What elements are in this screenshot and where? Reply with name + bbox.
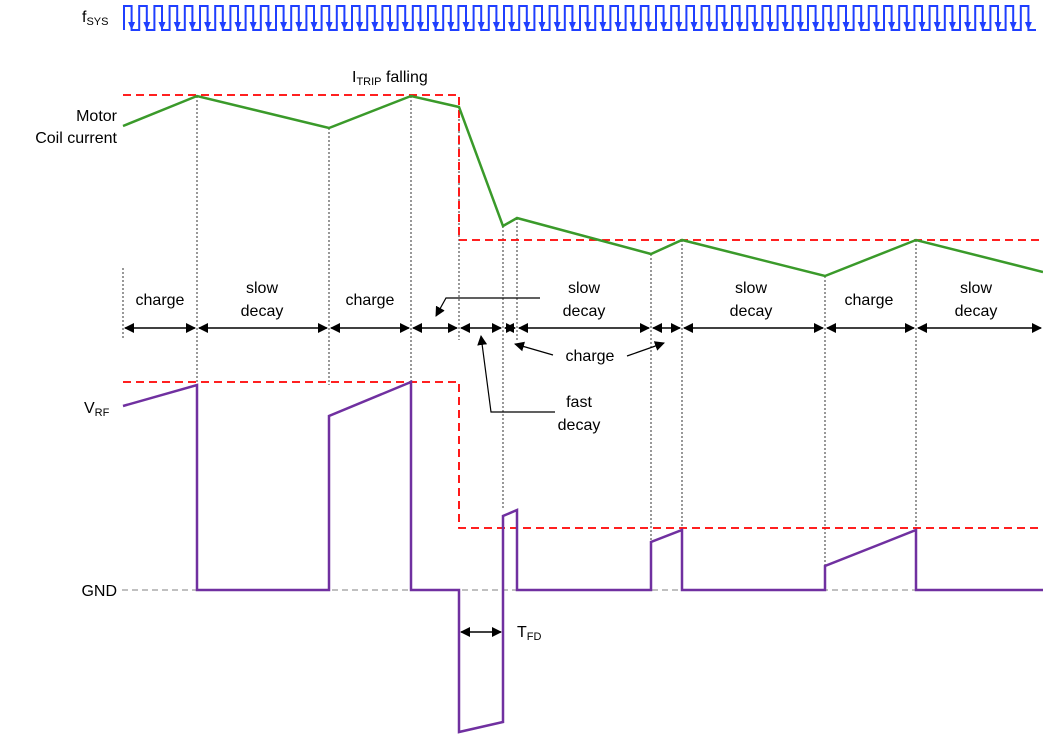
- clock-edge-arrow: [705, 22, 713, 30]
- clock-edge-arrow: [462, 22, 470, 30]
- clock-edge-arrows: [128, 22, 1032, 30]
- clock-edge-arrow: [857, 22, 865, 30]
- clock-edge-arrow: [796, 22, 804, 30]
- gnd-label: GND: [81, 583, 117, 600]
- vrf-waveform: [122, 380, 1043, 734]
- clock-edge-arrow: [872, 22, 880, 30]
- clock-edge-arrow: [629, 22, 637, 30]
- clock-edge-arrow: [812, 22, 820, 30]
- clock-edge-arrow: [979, 22, 987, 30]
- timing-guides: [122, 96, 917, 565]
- clock-edge-arrow: [143, 22, 151, 30]
- clock-edge-arrow: [432, 22, 440, 30]
- clock-edge-arrow: [1009, 22, 1017, 30]
- phase-slow-decay-2-line2: decay: [563, 303, 606, 320]
- clock-edge-arrow: [416, 22, 424, 30]
- clock-edge-arrow: [644, 22, 652, 30]
- system-clock-waveform: [123, 5, 1036, 31]
- clock-edge-arrow: [128, 22, 136, 30]
- clock-edge-arrow: [173, 22, 181, 30]
- clock-edge-arrow: [964, 22, 972, 30]
- clock-edge-arrow: [188, 22, 196, 30]
- clock-edge-arrow: [477, 22, 485, 30]
- fsys-label: fSYS: [82, 9, 108, 28]
- itrip-falling-label: ITRIP falling: [352, 69, 428, 88]
- clock-edge-arrow: [447, 22, 455, 30]
- clock-edge-arrow: [1024, 22, 1032, 30]
- phase-charge-1: charge: [136, 292, 185, 309]
- clock-edge-arrow: [401, 22, 409, 30]
- clock-edge-arrow: [219, 22, 227, 30]
- phase-slow-decay-4-line1: slow: [960, 280, 992, 297]
- vrf-label: VRF: [84, 400, 110, 419]
- clock-edge-arrow: [249, 22, 257, 30]
- clock-edge-arrow: [158, 22, 166, 30]
- clock-edge-arrow: [356, 22, 364, 30]
- clock-edge-arrow: [492, 22, 500, 30]
- clock-edge-arrow: [538, 22, 546, 30]
- clock-edge-arrow: [720, 22, 728, 30]
- callout-charge: charge: [566, 348, 615, 365]
- callout-fast-decay-line1: fast: [566, 394, 592, 411]
- clock-edge-arrow: [690, 22, 698, 30]
- clock-edge-arrow: [599, 22, 607, 30]
- clock-edge-arrow: [568, 22, 576, 30]
- phase-charge-3: charge: [845, 292, 894, 309]
- clock-edge-arrow: [295, 22, 303, 30]
- clock-edge-arrow: [371, 22, 379, 30]
- clock-edge-arrow: [584, 22, 592, 30]
- phase-slow-decay-2-line1: slow: [568, 280, 600, 297]
- clock-edge-arrow: [675, 22, 683, 30]
- clock-edge-arrow: [386, 22, 394, 30]
- clock-edge-arrow: [523, 22, 531, 30]
- clock-edge-arrow: [280, 22, 288, 30]
- clock-edge-arrow: [614, 22, 622, 30]
- clock-edge-arrow: [994, 22, 1002, 30]
- clock-edge-arrow: [234, 22, 242, 30]
- clock-edge-arrow: [918, 22, 926, 30]
- itrip-threshold: [123, 94, 1043, 529]
- clock-edge-arrow: [660, 22, 668, 30]
- phase-slow-decay-3-line2: decay: [730, 303, 773, 320]
- motor-label-line2: Coil current: [35, 130, 117, 147]
- phase-slow-decay-1-line2: decay: [241, 303, 284, 320]
- clock-edge-arrow: [827, 22, 835, 30]
- motor-label-line1: Motor: [76, 108, 118, 125]
- callout-fast-decay-line2: decay: [558, 417, 601, 434]
- clock-edge-arrow: [508, 22, 516, 30]
- clock-edge-arrow: [766, 22, 774, 30]
- clock-edge-arrow: [888, 22, 896, 30]
- clock-edge-arrow: [751, 22, 759, 30]
- clock-edge-arrow: [340, 22, 348, 30]
- clock-edge-arrow: [933, 22, 941, 30]
- callout-leaders: [435, 297, 665, 413]
- clock-edge-arrow: [204, 22, 212, 30]
- phase-slow-decay-4-line2: decay: [955, 303, 998, 320]
- phase-slow-decay-3-line1: slow: [735, 280, 767, 297]
- clock-edge-arrow: [903, 22, 911, 30]
- phase-slow-decay-1-line1: slow: [246, 280, 278, 297]
- clock-edge-arrow: [781, 22, 789, 30]
- clock-edge-arrow: [310, 22, 318, 30]
- phase-charge-2: charge: [346, 292, 395, 309]
- tfd-label: TFD: [517, 624, 542, 643]
- clock-edge-arrow: [325, 22, 333, 30]
- motor-coil-current-waveform: [122, 94, 1043, 278]
- clock-edge-arrow: [948, 22, 956, 30]
- clock-edge-arrow: [264, 22, 272, 30]
- clock-edge-arrow: [553, 22, 561, 30]
- clock-edge-arrow: [842, 22, 850, 30]
- clock-edge-arrow: [736, 22, 744, 30]
